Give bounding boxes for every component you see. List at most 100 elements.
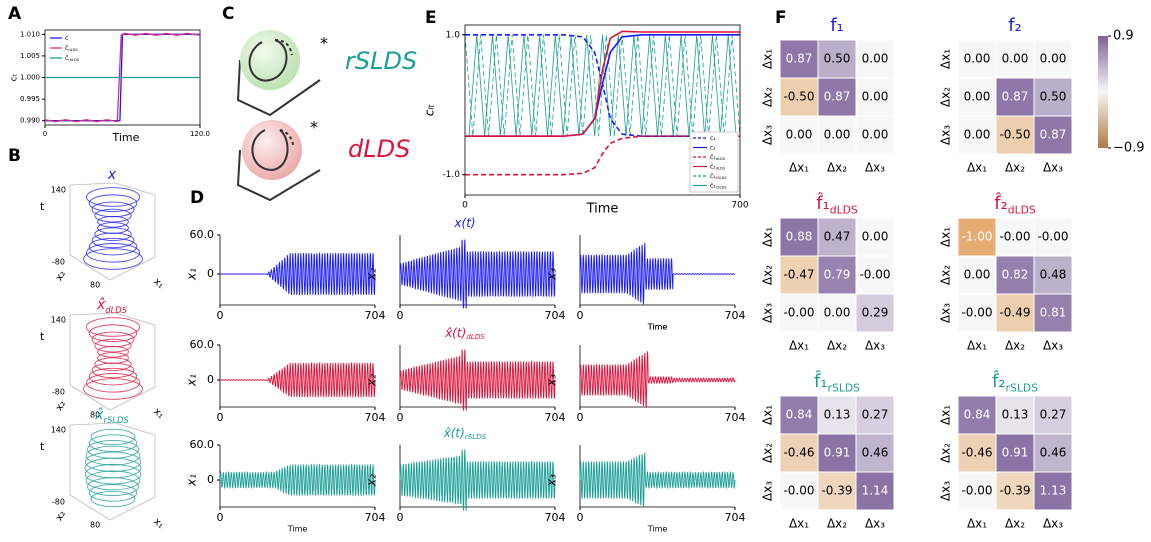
cell-label: 0.00 (824, 128, 851, 142)
heatmap-cell (855, 395, 895, 435)
heatmap-title-main: f̂₂ (994, 193, 1008, 214)
y-tick-label: 1.010 (20, 30, 40, 38)
z-tick-label: 140 (51, 426, 66, 435)
y-tick-label: 0.990 (20, 117, 40, 125)
heatmap-cell (995, 471, 1035, 511)
y-axis-title: x₁ (185, 374, 199, 387)
row-label: Δx₂ (761, 87, 775, 107)
cell-label: 0.81 (1040, 306, 1067, 320)
heatmap-cell (957, 395, 997, 435)
y-axis-title: x₂ (365, 374, 379, 387)
box-edge (109, 256, 156, 281)
y-tick-label: 0 (207, 373, 214, 386)
x-tick-label: 704 (545, 309, 566, 322)
y-tick-label: -1.0 (442, 170, 460, 180)
trajectory-ring (88, 237, 138, 256)
x-tick-label: 0 (577, 309, 584, 322)
y-tick-label: 60.0 (190, 338, 215, 351)
box-edge (69, 312, 116, 316)
subplot-title-main: x̂ (96, 297, 106, 313)
legend-label-sub: rSLDS (716, 176, 728, 180)
box-edge (69, 384, 111, 411)
legend-label-main: ĉ₁ (710, 173, 716, 180)
trace (399, 349, 556, 411)
heatmap-cell (779, 39, 819, 79)
x-tick-label: 0 (577, 411, 584, 424)
cell-label: 0.00 (964, 90, 991, 104)
trajectory-ring (83, 378, 143, 400)
cell-label: 0.48 (1040, 268, 1067, 282)
col-label: Δx₃ (1043, 339, 1063, 353)
legend-label: ĉ₁rSLDS (710, 173, 727, 181)
x-tick-label: 704 (725, 411, 746, 424)
box-edge (69, 494, 111, 521)
heatmap-cell (957, 293, 997, 333)
heatmap-cell (957, 433, 997, 473)
legend-label-sub: rSLDS (716, 186, 728, 190)
cell-label: 0.87 (824, 90, 851, 104)
col-label: Δx₃ (1043, 517, 1063, 531)
subplot-title-main: x̂ (94, 407, 104, 423)
x-axis-title: Time (112, 131, 140, 144)
legend-label-main: c₁ (710, 135, 716, 142)
heatmap-cell (855, 255, 895, 295)
col-label: Δx₂ (827, 339, 847, 353)
legend-label: c₁ (710, 135, 716, 142)
x-axis-title: Time (647, 323, 668, 332)
heatmap-cell (995, 217, 1035, 257)
trajectory-ring (91, 362, 135, 379)
subplot-title-main: x (107, 167, 117, 183)
trajectory-ring (90, 428, 136, 446)
row-title-sub: dLDS (466, 332, 485, 341)
panel-label: D (190, 188, 204, 208)
cell-label: 0.00 (786, 128, 813, 142)
heatmap-title: f̂₂rSLDS (992, 371, 1038, 395)
cell-label: 0.87 (786, 52, 813, 66)
legend-label-main: c₂ (710, 144, 716, 151)
cell-label: -0.00 (783, 484, 814, 498)
heatmap-cell (1033, 293, 1073, 333)
cell-label: 0.13 (824, 408, 851, 422)
box-edge (109, 386, 156, 411)
col-label: Δx₂ (1005, 517, 1025, 531)
heatmap-cell (779, 217, 819, 257)
heatmap-cell (1033, 115, 1073, 155)
heatmap-cell (1033, 217, 1073, 257)
x-tick-label: 0 (217, 411, 224, 424)
heatmap-cell (995, 395, 1035, 435)
heatmap-cell (779, 293, 819, 333)
y-tick-label: 1.005 (20, 52, 40, 60)
legend-label-main: ĉ (65, 55, 68, 62)
row-label: Δx₃ (761, 481, 775, 501)
axis-title: x₁ (151, 516, 166, 531)
row-label: Δx₁ (761, 227, 775, 247)
cell-label: 0.50 (1040, 90, 1067, 104)
row-label: Δx₃ (761, 303, 775, 323)
x-tick-label: 704 (365, 309, 386, 322)
trace (579, 452, 736, 507)
z-axis-title: t (40, 440, 45, 453)
trajectory-ring (94, 208, 132, 223)
trajectory-ring (94, 357, 132, 372)
col-label: Δx₃ (865, 339, 885, 353)
row-label: Δx₂ (939, 265, 953, 285)
trajectory-ring (87, 477, 139, 496)
x-tick-label: 0 (43, 130, 47, 138)
heatmap-cell (995, 115, 1035, 155)
legend-label: ĉ₂rSLDS (710, 182, 727, 190)
legend-label-sub: dLDS (716, 167, 726, 171)
col-label: Δx₂ (1005, 339, 1025, 353)
row-title-sub: rSLDS (465, 432, 487, 441)
x-tick-label: 0 (462, 201, 468, 211)
cell-label: 0.00 (964, 128, 991, 142)
y-axis-title: cₗₜ (423, 103, 437, 116)
heatmap-cell (855, 39, 895, 79)
line (465, 30, 740, 138)
cell-label: -0.47 (783, 268, 814, 282)
axis-title: x₂ (54, 509, 68, 523)
heatmap-cell (855, 217, 895, 257)
legend-label-sub: rSLDS (68, 58, 80, 62)
panel-label: A (8, 4, 22, 24)
x-tick-label: 704 (365, 511, 386, 524)
trajectory-ring (85, 373, 141, 393)
